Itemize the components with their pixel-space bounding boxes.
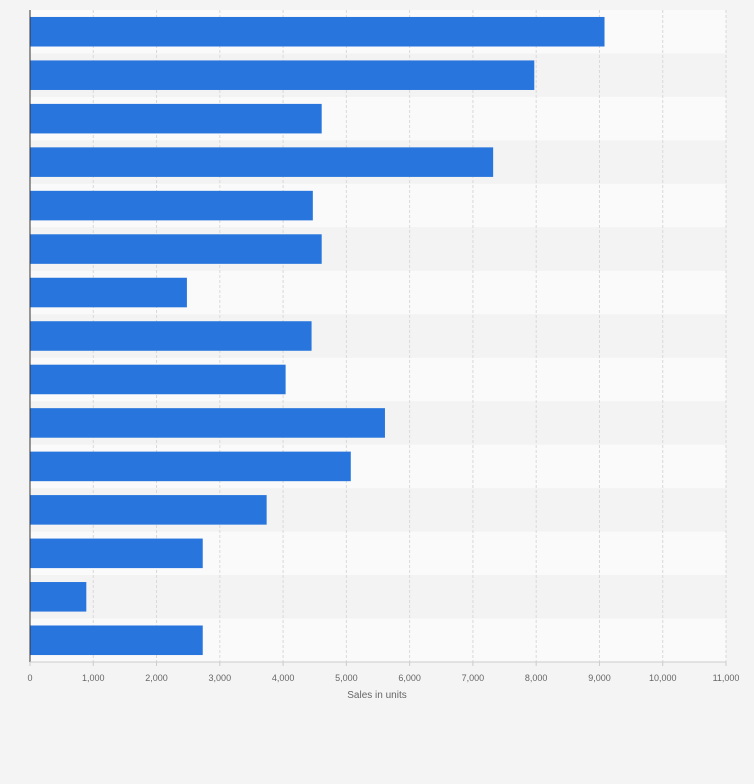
x-tick-label: 9,000 bbox=[588, 673, 611, 683]
bar bbox=[30, 321, 312, 351]
bar bbox=[30, 408, 385, 438]
bar bbox=[30, 582, 87, 612]
x-tick-label: 3,000 bbox=[209, 673, 232, 683]
axes bbox=[29, 10, 726, 663]
bar bbox=[30, 538, 203, 569]
bar bbox=[30, 60, 535, 90]
bar bbox=[30, 277, 187, 308]
bar bbox=[30, 103, 322, 134]
x-tick-label: 4,000 bbox=[272, 673, 295, 683]
x-tick-label: 6,000 bbox=[398, 673, 421, 683]
x-tick-label: 10,000 bbox=[649, 673, 677, 683]
x-axis-title: Sales in units bbox=[347, 690, 406, 701]
bar bbox=[30, 16, 605, 47]
bars bbox=[30, 16, 605, 656]
x-tick-label: 7,000 bbox=[462, 673, 485, 683]
x-tick-label: 5,000 bbox=[335, 673, 358, 683]
x-tick-label: 0 bbox=[27, 673, 32, 683]
x-tick-labels: 0 1,000 2,000 3,000 4,000 5,000 6,000 7,000 8,00… bbox=[27, 662, 739, 683]
bar bbox=[30, 364, 286, 395]
bar bbox=[30, 625, 203, 656]
x-tick-label: 1,000 bbox=[82, 673, 105, 683]
x-tick-label: 8,000 bbox=[525, 673, 548, 683]
bar bbox=[30, 190, 313, 221]
bar bbox=[30, 147, 494, 177]
row-band bbox=[30, 575, 726, 619]
x-tick-label: 11,000 bbox=[713, 673, 740, 683]
x-tick-label: 2,000 bbox=[145, 673, 168, 683]
bar bbox=[30, 234, 322, 264]
bar bbox=[30, 451, 351, 482]
bar bbox=[30, 495, 267, 525]
